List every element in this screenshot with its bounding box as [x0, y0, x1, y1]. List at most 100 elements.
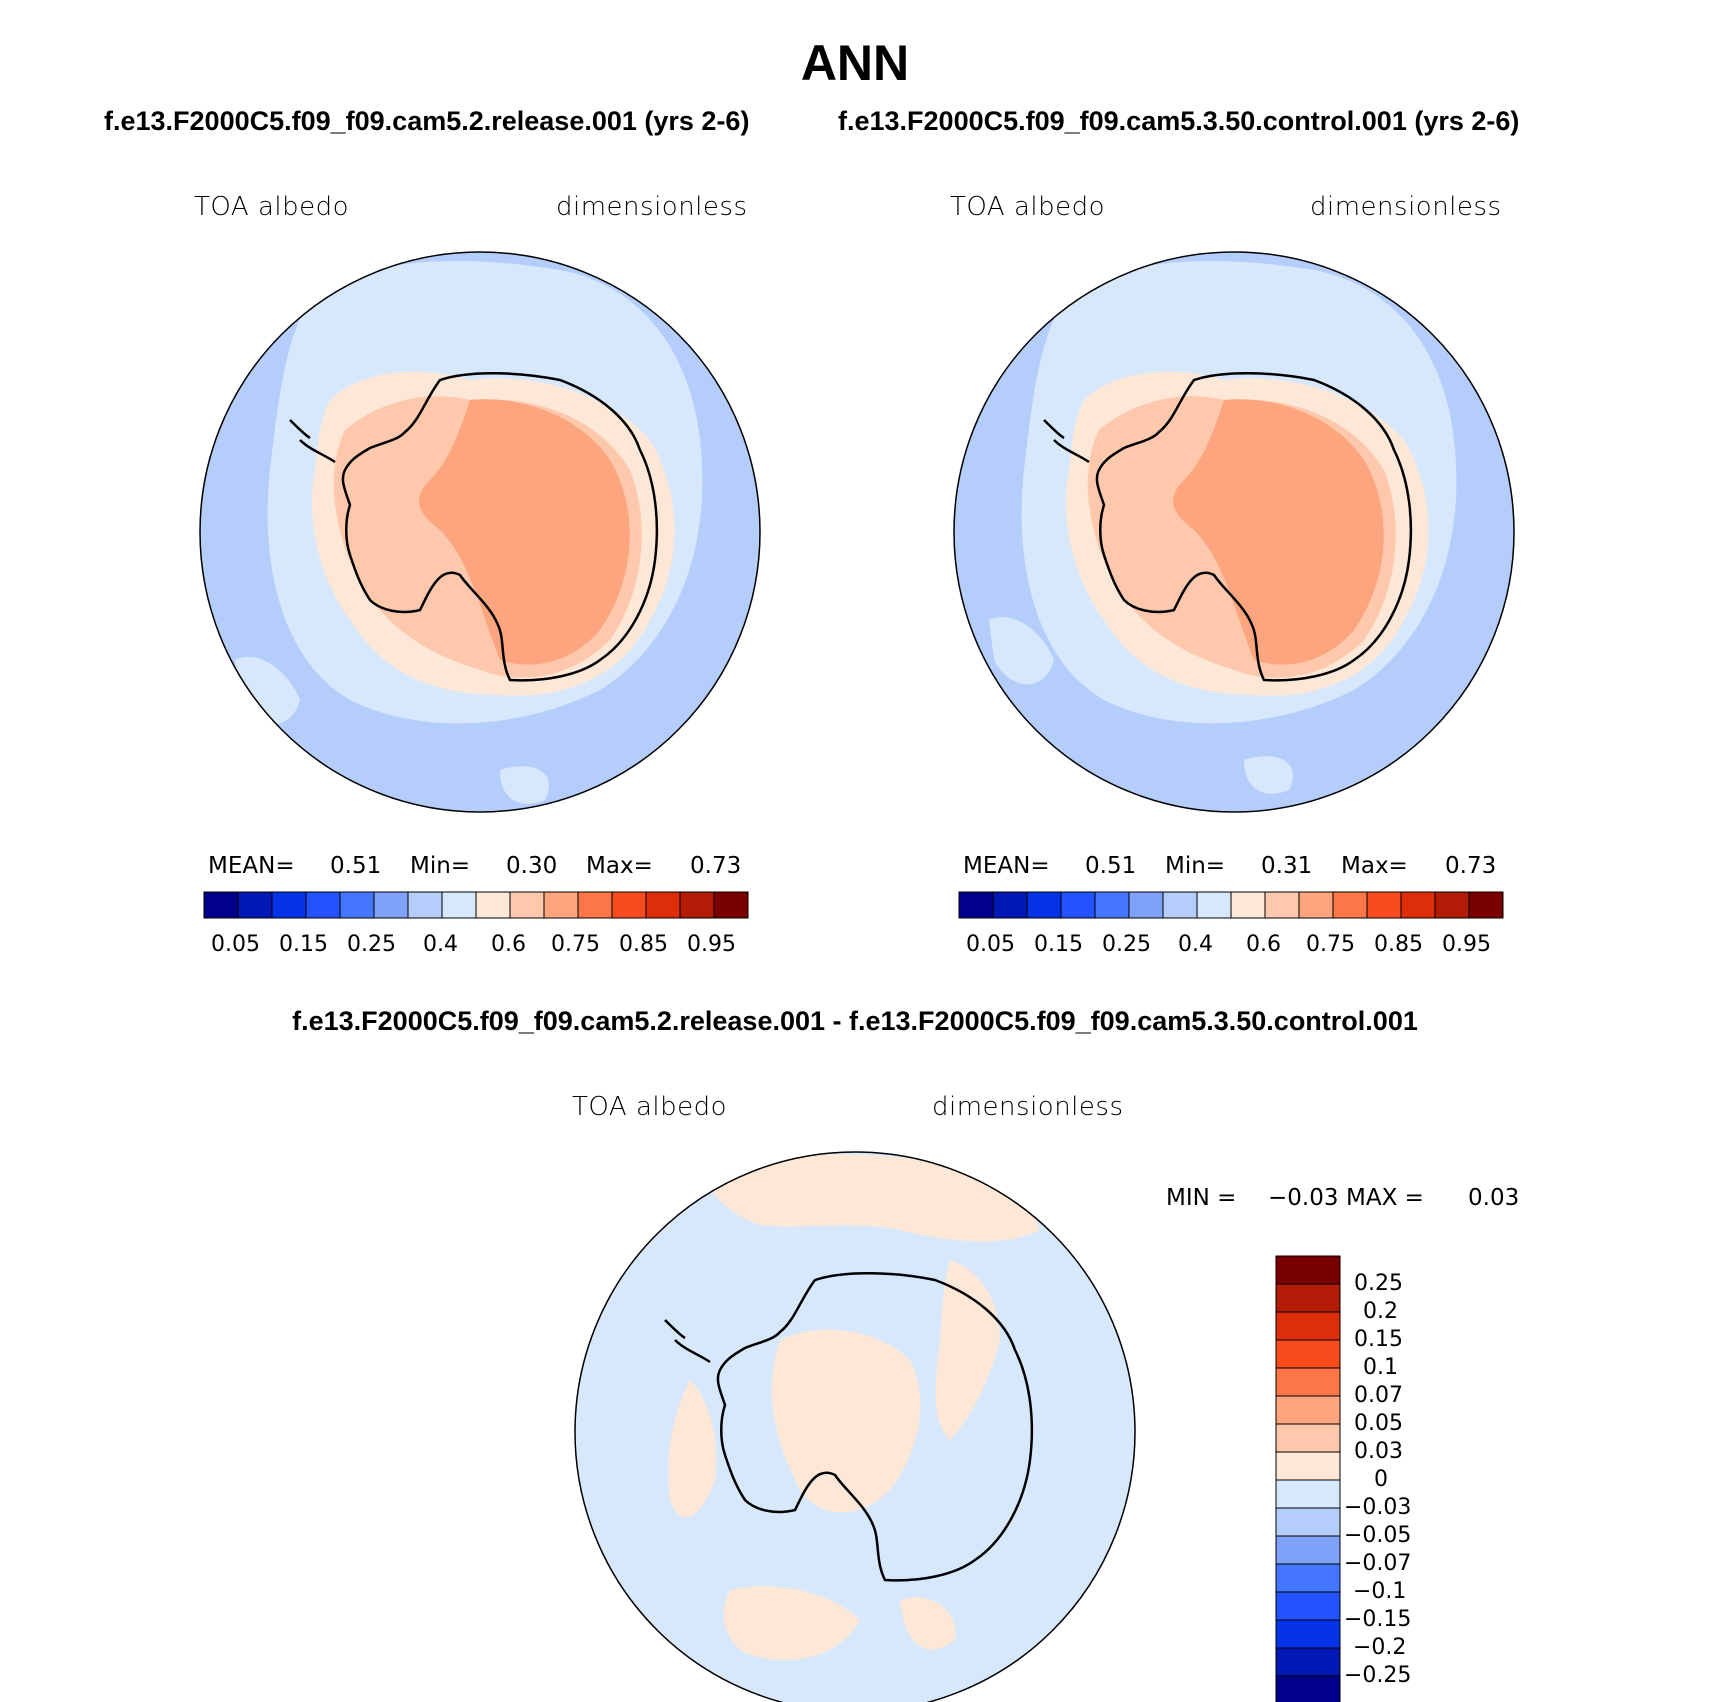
colorbar-swatch — [1128, 891, 1164, 919]
panel1-cb-label: 0.85 — [619, 932, 668, 957]
diff-cb-label: 0 — [1374, 1467, 1388, 1492]
diff-cb-label: 0.03 — [1354, 1439, 1403, 1464]
colorbar-swatch — [509, 891, 545, 919]
panel1-orange-3 — [419, 399, 630, 665]
colorbar-swatch — [577, 891, 613, 919]
diff-cb-label: −0.07 — [1344, 1551, 1412, 1576]
colorbar-swatch — [1275, 1423, 1341, 1453]
colorbar-swatch — [1196, 891, 1232, 919]
diff-patch-bottom — [723, 1586, 860, 1660]
colorbar-swatch — [958, 891, 994, 919]
colorbar-swatch — [1060, 891, 1096, 919]
colorbar-swatch — [441, 891, 477, 919]
colorbar-swatch — [1275, 1451, 1341, 1481]
diff-cb-label: −0.15 — [1344, 1607, 1412, 1632]
panel1-cb-label: 0.25 — [347, 932, 396, 957]
diff-cb-label: −0.2 — [1353, 1635, 1407, 1660]
diff-min-label: MIN = — [1166, 1185, 1237, 1211]
panel1-coast — [341, 372, 659, 682]
panel1-mean-label: MEAN= — [208, 853, 295, 879]
diff-cb-label: −0.05 — [1344, 1523, 1412, 1548]
panel1-cb-label: 0.95 — [687, 932, 736, 957]
panel2-map — [954, 252, 1514, 812]
case1-title: f.e13.F2000C5.f09_f09.cam5.2.release.001… — [104, 106, 750, 136]
panel2-colorbar — [958, 891, 1504, 919]
diff-map-border — [574, 1151, 1136, 1702]
panel1-map — [200, 252, 760, 812]
colorbar-swatch — [543, 891, 579, 919]
panel2-min-label: Min= — [1165, 853, 1226, 879]
panel1-max-label: Max= — [586, 853, 653, 879]
panel2-orange-3 — [1173, 399, 1384, 665]
colorbar-swatch — [1468, 891, 1504, 919]
colorbar-swatch — [271, 891, 307, 919]
panel2-min-value: 0.31 — [1261, 853, 1313, 879]
colorbar-swatch — [339, 891, 375, 919]
diff-cb-label: 0.2 — [1363, 1299, 1398, 1324]
colorbar-swatch — [475, 891, 511, 919]
colorbar-swatch — [1275, 1311, 1341, 1341]
colorbar-swatch — [1094, 891, 1130, 919]
panel2-cb-label: 0.15 — [1034, 932, 1083, 957]
diff-cb-label: −0.25 — [1344, 1663, 1412, 1688]
diff-cb-label: −0.03 — [1344, 1495, 1412, 1520]
colorbar-swatch — [645, 891, 681, 919]
panel2-band-light-2 — [989, 616, 1054, 685]
colorbar-swatch — [1400, 891, 1436, 919]
panel1-cb-label: 0.75 — [551, 932, 600, 957]
colorbar-swatch — [1275, 1675, 1341, 1702]
panel2-cb-label: 0.75 — [1306, 932, 1355, 957]
colorbar-swatch — [203, 891, 239, 919]
diff-peninsula — [664, 1319, 711, 1364]
panel1-cb-label: 0.6 — [491, 932, 526, 957]
colorbar-swatch — [407, 891, 443, 919]
panel2-mean-value: 0.51 — [1085, 853, 1137, 879]
panel2-map-border — [953, 251, 1515, 813]
colorbar-swatch — [1434, 891, 1470, 919]
colorbar-swatch — [237, 891, 273, 919]
panel1-peninsula — [289, 419, 336, 464]
colorbar-swatch — [1275, 1535, 1341, 1565]
panel2-cb-label: 0.25 — [1102, 932, 1151, 957]
panel2-peninsula — [1043, 419, 1090, 464]
panel1-min-label: Min= — [410, 853, 471, 879]
panel2-coast — [1095, 372, 1413, 682]
panel2-cb-label: 0.95 — [1442, 932, 1491, 957]
diff-cb-label: 0.07 — [1354, 1383, 1403, 1408]
colorbar-swatch — [1275, 1255, 1341, 1285]
colorbar-swatch — [1366, 891, 1402, 919]
panel1-units-label: dimensionless — [556, 192, 748, 222]
panel1-cb-label: 0.4 — [423, 932, 458, 957]
panel2-cb-label: 0.05 — [966, 932, 1015, 957]
colorbar-swatch — [1275, 1619, 1341, 1649]
diff-coast — [716, 1272, 1034, 1582]
diff-max-label: MAX = — [1346, 1185, 1424, 1211]
colorbar-swatch — [1264, 891, 1300, 919]
diff-cb-label: −0.1 — [1353, 1579, 1407, 1604]
panel2-band-light-3 — [1244, 756, 1293, 794]
diff-patch-right — [935, 1260, 1000, 1440]
colorbar-swatch — [1275, 1395, 1341, 1425]
colorbar-swatch — [1275, 1647, 1341, 1677]
colorbar-swatch — [1275, 1563, 1341, 1593]
panel1-mean-value: 0.51 — [330, 853, 382, 879]
diff-patch-top — [700, 1154, 1040, 1242]
colorbar-swatch — [1275, 1507, 1341, 1537]
colorbar-swatch — [1275, 1591, 1341, 1621]
panel1-colorbar — [203, 891, 749, 919]
diff-variable-label: TOA albedo — [572, 1092, 728, 1122]
panel1-band-light-3 — [500, 766, 549, 804]
diff-cb-label: 0.15 — [1354, 1327, 1403, 1352]
colorbar-swatch — [1275, 1367, 1341, 1397]
diff-units-label: dimensionless — [932, 1092, 1124, 1122]
colorbar-swatch — [305, 891, 341, 919]
panel2-mean-label: MEAN= — [963, 853, 1050, 879]
panel1-cb-label: 0.15 — [279, 932, 328, 957]
panel1-variable-label: TOA albedo — [194, 192, 350, 222]
diff-cb-label: 0.1 — [1363, 1355, 1398, 1380]
colorbar-swatch — [679, 891, 715, 919]
diff-patch-interior — [771, 1329, 921, 1513]
panel2-max-label: Max= — [1341, 853, 1408, 879]
colorbar-swatch — [1230, 891, 1266, 919]
